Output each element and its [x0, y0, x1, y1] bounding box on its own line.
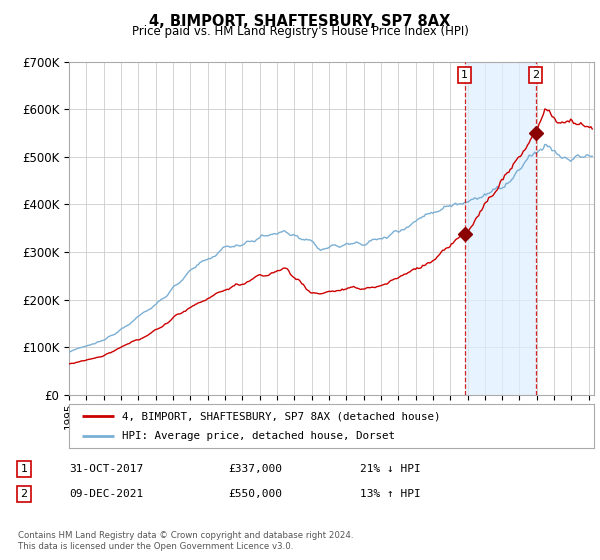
Text: HPI: Average price, detached house, Dorset: HPI: Average price, detached house, Dors… [121, 431, 395, 441]
Text: 2: 2 [20, 489, 28, 499]
Text: 4, BIMPORT, SHAFTESBURY, SP7 8AX (detached house): 4, BIMPORT, SHAFTESBURY, SP7 8AX (detach… [121, 411, 440, 421]
Bar [464, 62, 536, 395]
Text: 1: 1 [20, 464, 28, 474]
Text: 31-OCT-2017: 31-OCT-2017 [69, 464, 143, 474]
Text: 13% ↑ HPI: 13% ↑ HPI [360, 489, 421, 499]
Text: 1: 1 [461, 70, 468, 80]
Text: £337,000: £337,000 [228, 464, 282, 474]
Text: 4, BIMPORT, SHAFTESBURY, SP7 8AX: 4, BIMPORT, SHAFTESBURY, SP7 8AX [149, 14, 451, 29]
Text: 21% ↓ HPI: 21% ↓ HPI [360, 464, 421, 474]
Text: Contains HM Land Registry data © Crown copyright and database right 2024.: Contains HM Land Registry data © Crown c… [18, 531, 353, 540]
Text: £550,000: £550,000 [228, 489, 282, 499]
Text: Price paid vs. HM Land Registry's House Price Index (HPI): Price paid vs. HM Land Registry's House … [131, 25, 469, 38]
Text: 09-DEC-2021: 09-DEC-2021 [69, 489, 143, 499]
Text: 2: 2 [532, 70, 539, 80]
Text: This data is licensed under the Open Government Licence v3.0.: This data is licensed under the Open Gov… [18, 542, 293, 550]
